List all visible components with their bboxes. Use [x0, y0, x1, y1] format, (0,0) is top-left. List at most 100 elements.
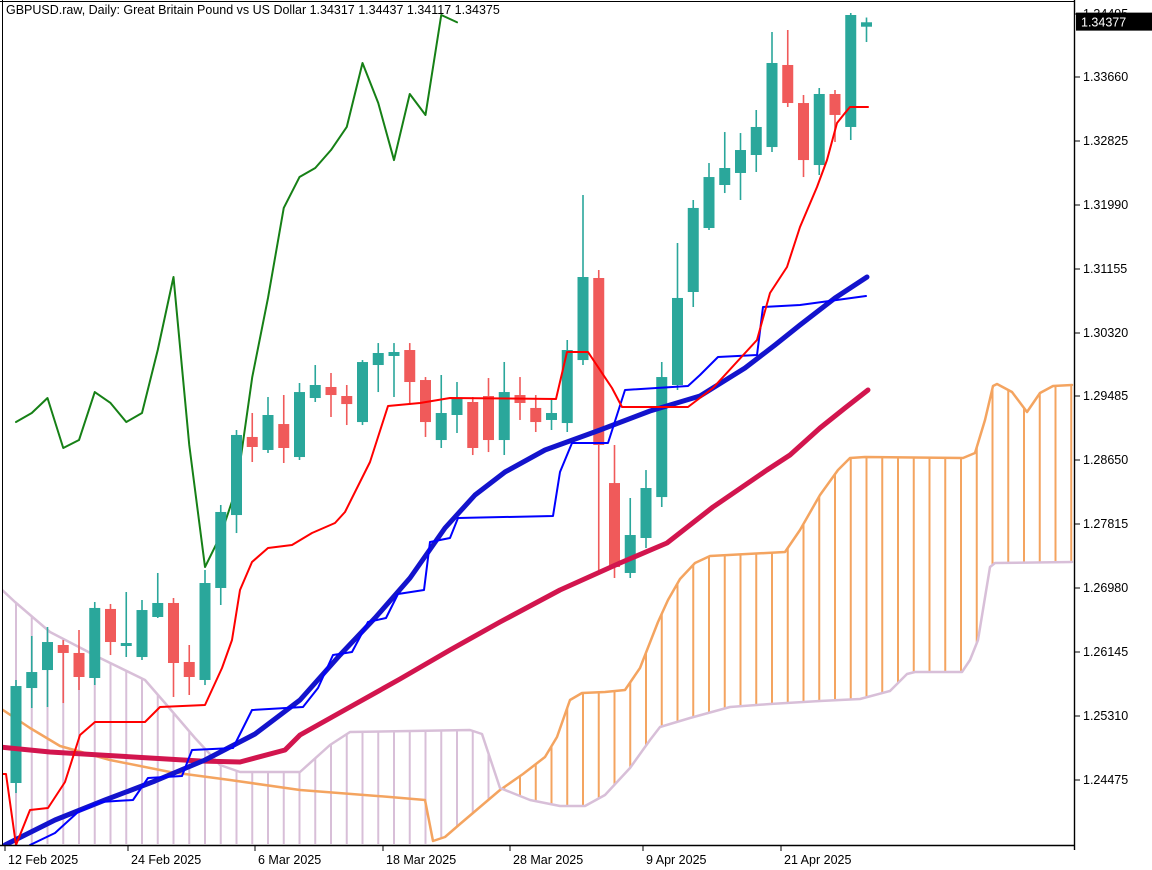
candle[interactable] [136, 600, 148, 661]
candle[interactable] [341, 384, 353, 426]
candle[interactable] [813, 88, 825, 175]
candle[interactable] [105, 603, 116, 656]
time-axis-label: 18 Mar 2025 [386, 853, 456, 867]
bull-candle-body [372, 353, 384, 366]
candle[interactable] [451, 382, 463, 433]
candle[interactable] [120, 591, 132, 658]
candle[interactable] [168, 598, 179, 697]
candle[interactable] [357, 360, 368, 426]
candle[interactable] [262, 397, 274, 453]
bull-candle-body [262, 415, 274, 450]
price-axis-label: 1.25310 [1083, 709, 1128, 723]
candle[interactable] [861, 17, 872, 43]
bull-candle-body [861, 22, 872, 27]
candle[interactable] [546, 400, 557, 431]
bull-candle-body [766, 62, 778, 148]
bull-candle-body [624, 535, 636, 573]
time-axis[interactable]: 12 Feb 2025 24 Feb 2025 6 Mar 2025 18 Mar 2… [4, 845, 851, 867]
candle[interactable] [372, 343, 384, 393]
candle[interactable] [231, 430, 242, 534]
candle[interactable] [215, 505, 227, 606]
candle[interactable] [278, 395, 290, 463]
candle[interactable] [309, 365, 321, 402]
price-axis[interactable]: 1.344951.336601.328251.319901.311551.303… [1074, 7, 1128, 787]
candle[interactable] [609, 445, 620, 579]
candle[interactable] [435, 375, 447, 448]
time-axis-label: 6 Mar 2025 [258, 853, 321, 867]
bull-candle-body [687, 207, 699, 293]
candle[interactable] [26, 635, 38, 708]
bull-candle-body [152, 602, 164, 617]
ma-slow-thick-line [2, 387, 871, 765]
candle[interactable] [640, 470, 652, 549]
candle[interactable] [57, 640, 69, 704]
candle[interactable] [530, 395, 542, 432]
time-axis-label: 21 Apr 2025 [784, 853, 851, 867]
bull-candle-body [577, 277, 589, 361]
price-axis-label: 1.29485 [1083, 389, 1128, 403]
candle[interactable] [325, 372, 337, 417]
candle[interactable] [294, 383, 305, 461]
candle[interactable] [750, 109, 762, 172]
bear-candle-body [325, 386, 337, 396]
candle[interactable] [687, 200, 699, 308]
candle[interactable] [246, 413, 258, 462]
candle[interactable] [672, 243, 683, 391]
bear-candle-body [530, 407, 542, 423]
candle[interactable] [845, 13, 857, 140]
candle[interactable] [183, 645, 195, 695]
bear-candle-body [105, 608, 116, 643]
candle[interactable] [388, 343, 400, 398]
bull-candle-body [719, 168, 731, 185]
bull-candle-body [813, 93, 825, 166]
candle[interactable] [483, 378, 494, 453]
candle[interactable] [577, 195, 589, 366]
bear-candle-body [420, 380, 431, 423]
candle[interactable] [703, 163, 715, 231]
candle[interactable] [42, 627, 53, 708]
bull-candle-body [357, 362, 368, 423]
candle[interactable] [656, 362, 668, 508]
candle[interactable] [798, 94, 809, 178]
bull-candle-body [845, 15, 857, 127]
bull-candle-body [10, 686, 22, 784]
bull-candle-body [388, 352, 400, 356]
senkou-span-b-line [2, 560, 1074, 808]
candles-layer[interactable] [10, 13, 873, 794]
candle[interactable] [467, 397, 479, 456]
candle[interactable] [152, 572, 164, 618]
candle[interactable] [593, 270, 605, 573]
candle[interactable] [404, 343, 416, 405]
price-axis-label: 1.26145 [1083, 645, 1128, 659]
price-axis-label: 1.31990 [1083, 198, 1128, 212]
moving-averages-layer [2, 274, 871, 845]
bear-candle-body [341, 396, 353, 405]
bear-candle-body [57, 645, 69, 653]
time-axis-label: 28 Mar 2025 [513, 853, 583, 867]
candle[interactable] [624, 498, 636, 579]
candle[interactable] [735, 133, 746, 201]
candle[interactable] [10, 679, 22, 794]
candle[interactable] [766, 31, 778, 153]
ma-fast-thick-line [2, 274, 870, 845]
time-axis-label: 24 Feb 2025 [131, 853, 201, 867]
price-axis-label: 1.32825 [1083, 134, 1128, 148]
price-axis-label: 1.30320 [1083, 326, 1128, 340]
candle[interactable] [89, 601, 101, 686]
bear-candle-body [609, 483, 620, 568]
price-axis-label: 1.27815 [1083, 517, 1128, 531]
candle[interactable] [420, 377, 431, 437]
candle[interactable] [719, 132, 731, 194]
candle[interactable] [73, 630, 85, 691]
candle[interactable] [498, 362, 510, 456]
current-price-badge: 1.34377 [1076, 12, 1152, 31]
candle[interactable] [199, 569, 211, 686]
candle[interactable] [561, 339, 573, 432]
bull-candle-body [199, 583, 211, 680]
candle[interactable] [782, 30, 794, 108]
bear-candle-body [593, 277, 605, 446]
bull-candle-body [672, 297, 683, 385]
